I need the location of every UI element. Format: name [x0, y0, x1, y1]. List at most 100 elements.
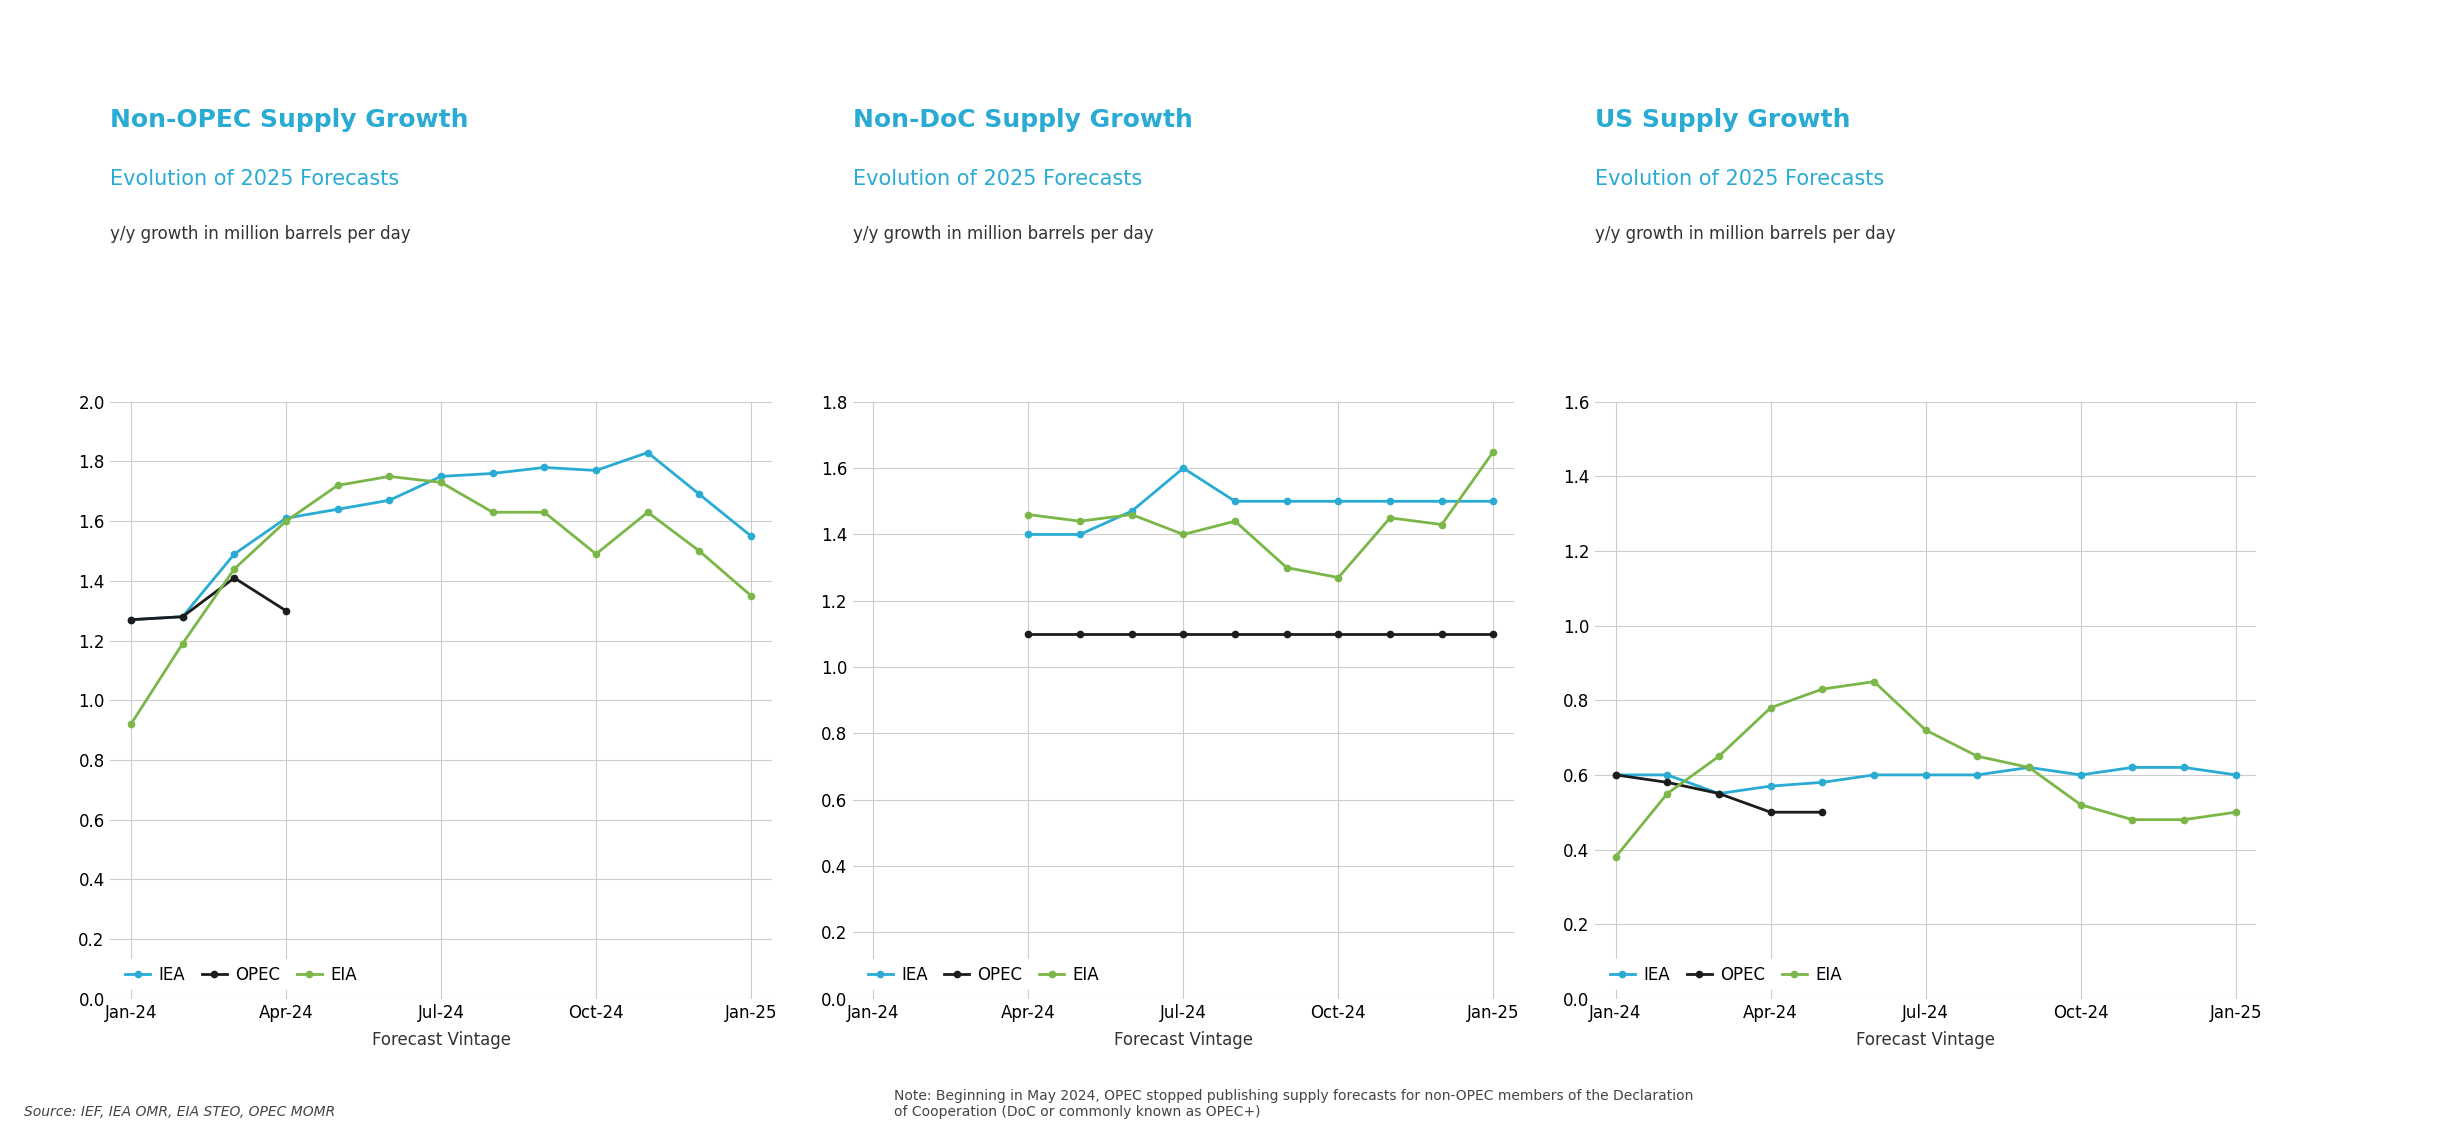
EIA — [323, 479, 353, 492]
EIA — [2065, 798, 2095, 812]
IEA — [1220, 495, 1250, 509]
IEA — [375, 494, 404, 507]
Text: Non-OPEC Supply Growth: Non-OPEC Supply Growth — [110, 108, 468, 132]
EIA — [1323, 571, 1352, 584]
EIA — [478, 505, 507, 519]
IEA — [2117, 760, 2146, 774]
Legend: IEA, OPEC, EIA: IEA, OPEC, EIA — [118, 959, 363, 991]
Text: y/y growth in million barrels per day: y/y growth in million barrels per day — [110, 225, 412, 243]
Text: Evolution of 2025 Forecasts: Evolution of 2025 Forecasts — [1595, 170, 1884, 189]
IEA — [1374, 495, 1404, 509]
IEA — [737, 529, 767, 543]
OPEC — [1220, 627, 1250, 641]
IEA — [1808, 776, 1838, 790]
Text: Note: Beginning in May 2024, OPEC stopped publishing supply forecasts for non-OP: Note: Beginning in May 2024, OPEC stoppe… — [894, 1089, 1693, 1119]
EIA — [169, 637, 198, 651]
IEA — [1169, 461, 1198, 475]
Text: US Supply Growth: US Supply Growth — [1595, 108, 1850, 132]
OPEC — [1757, 806, 1786, 820]
Line: IEA: IEA — [1024, 465, 1497, 537]
EIA — [1169, 528, 1198, 542]
Line: OPEC: OPEC — [127, 575, 289, 623]
Line: OPEC: OPEC — [1612, 771, 1825, 815]
OPEC — [169, 610, 198, 623]
IEA — [169, 610, 198, 623]
IEA — [1323, 495, 1352, 509]
IEA — [323, 503, 353, 517]
OPEC — [1480, 627, 1509, 641]
X-axis label: Forecast Vintage: Forecast Vintage — [1857, 1031, 1994, 1048]
Line: EIA: EIA — [1612, 678, 2239, 860]
EIA — [1911, 723, 1940, 737]
IEA — [1480, 495, 1509, 509]
IEA — [2014, 760, 2043, 774]
X-axis label: Forecast Vintage: Forecast Vintage — [372, 1031, 510, 1048]
Text: Non-DoC Supply Growth: Non-DoC Supply Growth — [853, 108, 1193, 132]
IEA — [2168, 760, 2198, 774]
IEA — [684, 488, 713, 502]
EIA — [1860, 675, 1889, 689]
EIA — [2222, 806, 2252, 820]
EIA — [1272, 560, 1301, 574]
EIA — [581, 548, 610, 561]
EIA — [1808, 682, 1838, 696]
IEA — [529, 460, 559, 474]
IEA — [1014, 528, 1044, 542]
IEA — [2222, 768, 2252, 782]
EIA — [1014, 507, 1044, 521]
OPEC — [1808, 806, 1838, 820]
Text: Evolution of 2025 Forecasts: Evolution of 2025 Forecasts — [110, 170, 399, 189]
EIA — [632, 505, 662, 519]
Text: Evolution of 2025 Forecasts: Evolution of 2025 Forecasts — [853, 170, 1142, 189]
IEA — [220, 548, 250, 561]
IEA — [478, 466, 507, 480]
EIA — [1480, 444, 1509, 458]
IEA — [115, 613, 145, 627]
Text: y/y growth in million barrels per day: y/y growth in million barrels per day — [853, 225, 1154, 243]
IEA — [1860, 768, 1889, 782]
EIA — [737, 589, 767, 603]
EIA — [1757, 700, 1786, 714]
IEA — [1600, 768, 1629, 782]
OPEC — [115, 613, 145, 627]
Line: OPEC: OPEC — [1024, 631, 1497, 637]
Line: EIA: EIA — [127, 473, 755, 728]
IEA — [1117, 504, 1147, 518]
Line: IEA: IEA — [127, 449, 755, 623]
EIA — [1117, 507, 1147, 521]
IEA — [632, 445, 662, 459]
IEA — [1962, 768, 1992, 782]
OPEC — [1654, 776, 1683, 790]
EIA — [426, 475, 456, 489]
IEA — [1705, 786, 1735, 800]
EIA — [684, 544, 713, 558]
EIA — [115, 718, 145, 731]
EIA — [1066, 514, 1095, 528]
OPEC — [1169, 627, 1198, 641]
Legend: IEA, OPEC, EIA: IEA, OPEC, EIA — [860, 959, 1105, 991]
OPEC — [1600, 768, 1629, 782]
EIA — [272, 514, 301, 528]
EIA — [220, 563, 250, 576]
EIA — [375, 470, 404, 483]
Text: y/y growth in million barrels per day: y/y growth in million barrels per day — [1595, 225, 1896, 243]
IEA — [426, 470, 456, 483]
EIA — [1374, 511, 1404, 525]
IEA — [2065, 768, 2095, 782]
EIA — [1600, 850, 1629, 863]
EIA — [1654, 786, 1683, 800]
OPEC — [1374, 627, 1404, 641]
Line: IEA: IEA — [1612, 765, 2239, 797]
IEA — [1911, 768, 1940, 782]
OPEC — [1014, 627, 1044, 641]
IEA — [1757, 779, 1786, 793]
OPEC — [272, 604, 301, 618]
EIA — [2117, 813, 2146, 827]
EIA — [1220, 514, 1250, 528]
OPEC — [1117, 627, 1147, 641]
OPEC — [1323, 627, 1352, 641]
EIA — [529, 505, 559, 519]
EIA — [1962, 750, 1992, 763]
EIA — [1426, 518, 1455, 532]
OPEC — [1705, 786, 1735, 800]
